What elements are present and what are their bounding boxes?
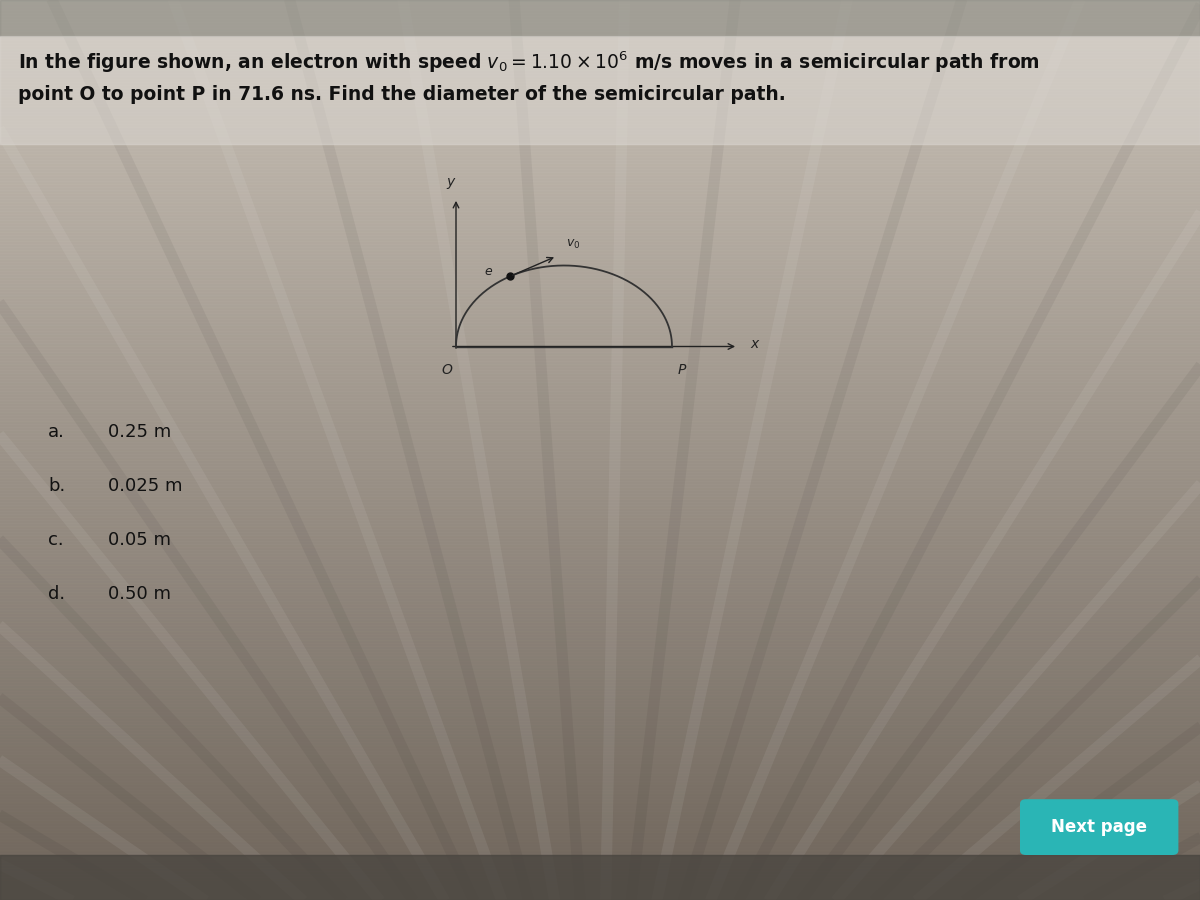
Text: In the figure shown, an electron with speed $v_0 = 1.10\times10^6$ m/s moves in : In the figure shown, an electron with sp… bbox=[18, 50, 1040, 75]
Text: Next page: Next page bbox=[1051, 818, 1147, 836]
Text: d.: d. bbox=[48, 585, 65, 603]
Text: 0.025 m: 0.025 m bbox=[108, 477, 182, 495]
Text: b.: b. bbox=[48, 477, 65, 495]
Text: $v_0$: $v_0$ bbox=[566, 238, 581, 251]
Text: e: e bbox=[485, 266, 492, 278]
Text: a.: a. bbox=[48, 423, 65, 441]
Text: x: x bbox=[750, 337, 758, 351]
Text: c.: c. bbox=[48, 531, 64, 549]
Text: 0.05 m: 0.05 m bbox=[108, 531, 172, 549]
Text: 0.25 m: 0.25 m bbox=[108, 423, 172, 441]
Text: O: O bbox=[440, 363, 452, 377]
Text: 0.50 m: 0.50 m bbox=[108, 585, 172, 603]
FancyBboxPatch shape bbox=[1020, 799, 1178, 855]
Text: P: P bbox=[678, 363, 686, 377]
Text: y: y bbox=[446, 175, 454, 189]
Text: point O to point P in 71.6 ns. Find the diameter of the semicircular path.: point O to point P in 71.6 ns. Find the … bbox=[18, 86, 786, 104]
